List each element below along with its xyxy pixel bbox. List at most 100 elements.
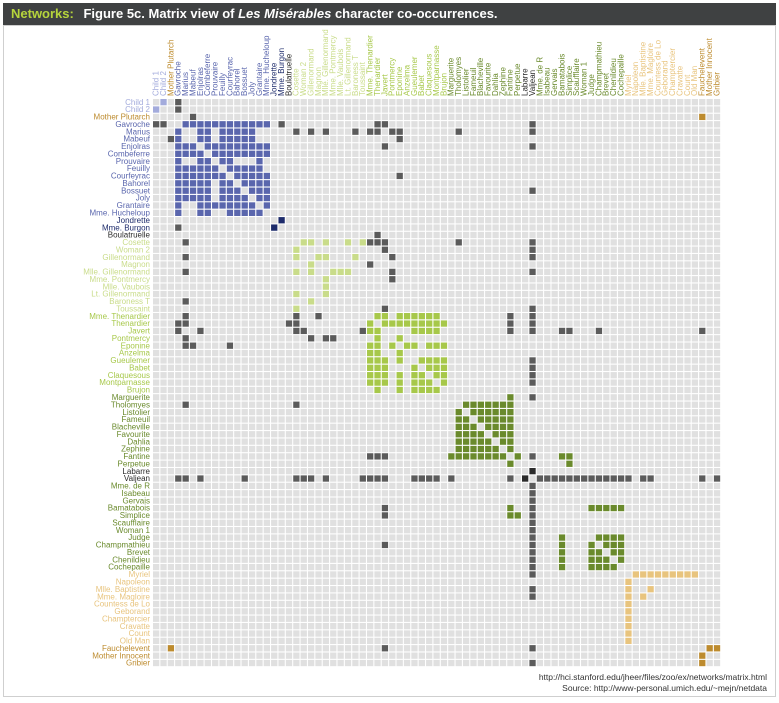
matrix-cell	[581, 217, 588, 224]
matrix-cell	[352, 172, 359, 180]
matrix-cell	[440, 504, 448, 512]
matrix-cell	[654, 239, 662, 246]
matrix-cell	[315, 445, 322, 453]
matrix-cell	[676, 313, 684, 320]
matrix-cell-link	[426, 386, 433, 394]
matrix-cell	[271, 468, 278, 475]
matrix-cell	[713, 106, 721, 113]
matrix-cell	[226, 290, 234, 298]
matrix-cell	[691, 541, 699, 549]
matrix-cell	[285, 202, 293, 209]
matrix-cell	[160, 283, 167, 290]
matrix-cell	[374, 276, 381, 283]
matrix-cell	[455, 372, 462, 379]
matrix-cell	[566, 313, 573, 320]
matrix-cell	[536, 563, 544, 571]
matrix-cell	[581, 549, 588, 556]
matrix-cell	[691, 224, 699, 231]
matrix-cell	[662, 497, 669, 504]
matrix-cell	[315, 150, 322, 157]
matrix-cell	[389, 482, 396, 490]
matrix-cell	[662, 202, 669, 209]
matrix-cell	[300, 357, 307, 364]
matrix-cell	[625, 431, 632, 438]
matrix-cell	[226, 497, 234, 504]
matrix-cell	[514, 268, 521, 276]
matrix-cell	[175, 482, 182, 490]
matrix-cell-link	[226, 128, 234, 135]
matrix-cell	[285, 187, 293, 194]
matrix-cell	[507, 246, 514, 253]
matrix-cell	[470, 165, 477, 172]
matrix-cell	[426, 431, 433, 438]
matrix-cell	[647, 150, 654, 157]
matrix-cell	[492, 571, 499, 578]
matrix-cell	[669, 490, 676, 497]
matrix-cell	[389, 379, 396, 386]
matrix-cell-link	[337, 268, 344, 276]
matrix-cell	[462, 209, 470, 216]
matrix-cell	[588, 224, 595, 231]
matrix-cell	[573, 453, 580, 460]
matrix-cell	[477, 460, 485, 467]
matrix-cell	[581, 99, 588, 106]
matrix-cell	[411, 246, 418, 253]
matrix-cell	[241, 231, 248, 239]
matrix-cell	[573, 194, 580, 202]
matrix-cell	[625, 438, 632, 445]
matrix-cell	[352, 290, 359, 298]
matrix-cell	[271, 490, 278, 497]
matrix-cell	[529, 423, 536, 431]
matrix-cell	[603, 372, 610, 379]
matrix-cell	[544, 246, 551, 253]
matrix-cell	[595, 231, 603, 239]
matrix-cell	[367, 408, 374, 416]
matrix-cell	[241, 187, 248, 194]
matrix-cell	[684, 327, 691, 335]
matrix-cell	[293, 121, 300, 128]
matrix-cell	[632, 512, 639, 519]
matrix-cell	[529, 438, 536, 445]
matrix-cell	[558, 106, 566, 113]
matrix-cell	[271, 187, 278, 194]
matrix-cell	[359, 135, 366, 143]
matrix-cell	[603, 268, 610, 276]
matrix-cell	[581, 438, 588, 445]
matrix-cell	[514, 349, 521, 357]
matrix-cell	[389, 527, 396, 534]
matrix-cell	[662, 158, 669, 165]
matrix-cell-link	[603, 556, 610, 563]
matrix-cell	[182, 482, 189, 490]
matrix-cell-link	[558, 453, 566, 460]
matrix-cell	[344, 150, 352, 157]
matrix-cell	[241, 571, 248, 578]
matrix-cell	[536, 253, 544, 261]
matrix-cell	[440, 468, 448, 475]
matrix-cell	[234, 246, 241, 253]
matrix-cell	[160, 113, 167, 121]
matrix-cell	[189, 224, 197, 231]
matrix-cell	[352, 99, 359, 106]
matrix-cell	[204, 379, 211, 386]
matrix-cell	[632, 349, 639, 357]
matrix-cell	[285, 504, 293, 512]
matrix-cell	[566, 357, 573, 364]
matrix-cell	[522, 468, 529, 475]
matrix-cell	[381, 460, 389, 467]
matrix-cell	[588, 327, 595, 335]
matrix-cell	[175, 563, 182, 571]
matrix-cell	[603, 180, 610, 187]
matrix-cell	[492, 246, 499, 253]
matrix-cell	[248, 113, 256, 121]
matrix-cell	[492, 460, 499, 467]
matrix-cell-link	[293, 128, 300, 135]
matrix-cell	[566, 445, 573, 453]
matrix-cell	[359, 534, 366, 541]
matrix-cell	[344, 276, 352, 283]
matrix-cell	[248, 571, 256, 578]
matrix-cell	[640, 504, 647, 512]
matrix-cell	[662, 261, 669, 268]
matrix-cell-link	[241, 165, 248, 172]
matrix-cell	[263, 305, 270, 312]
matrix-cell-link	[529, 327, 536, 335]
